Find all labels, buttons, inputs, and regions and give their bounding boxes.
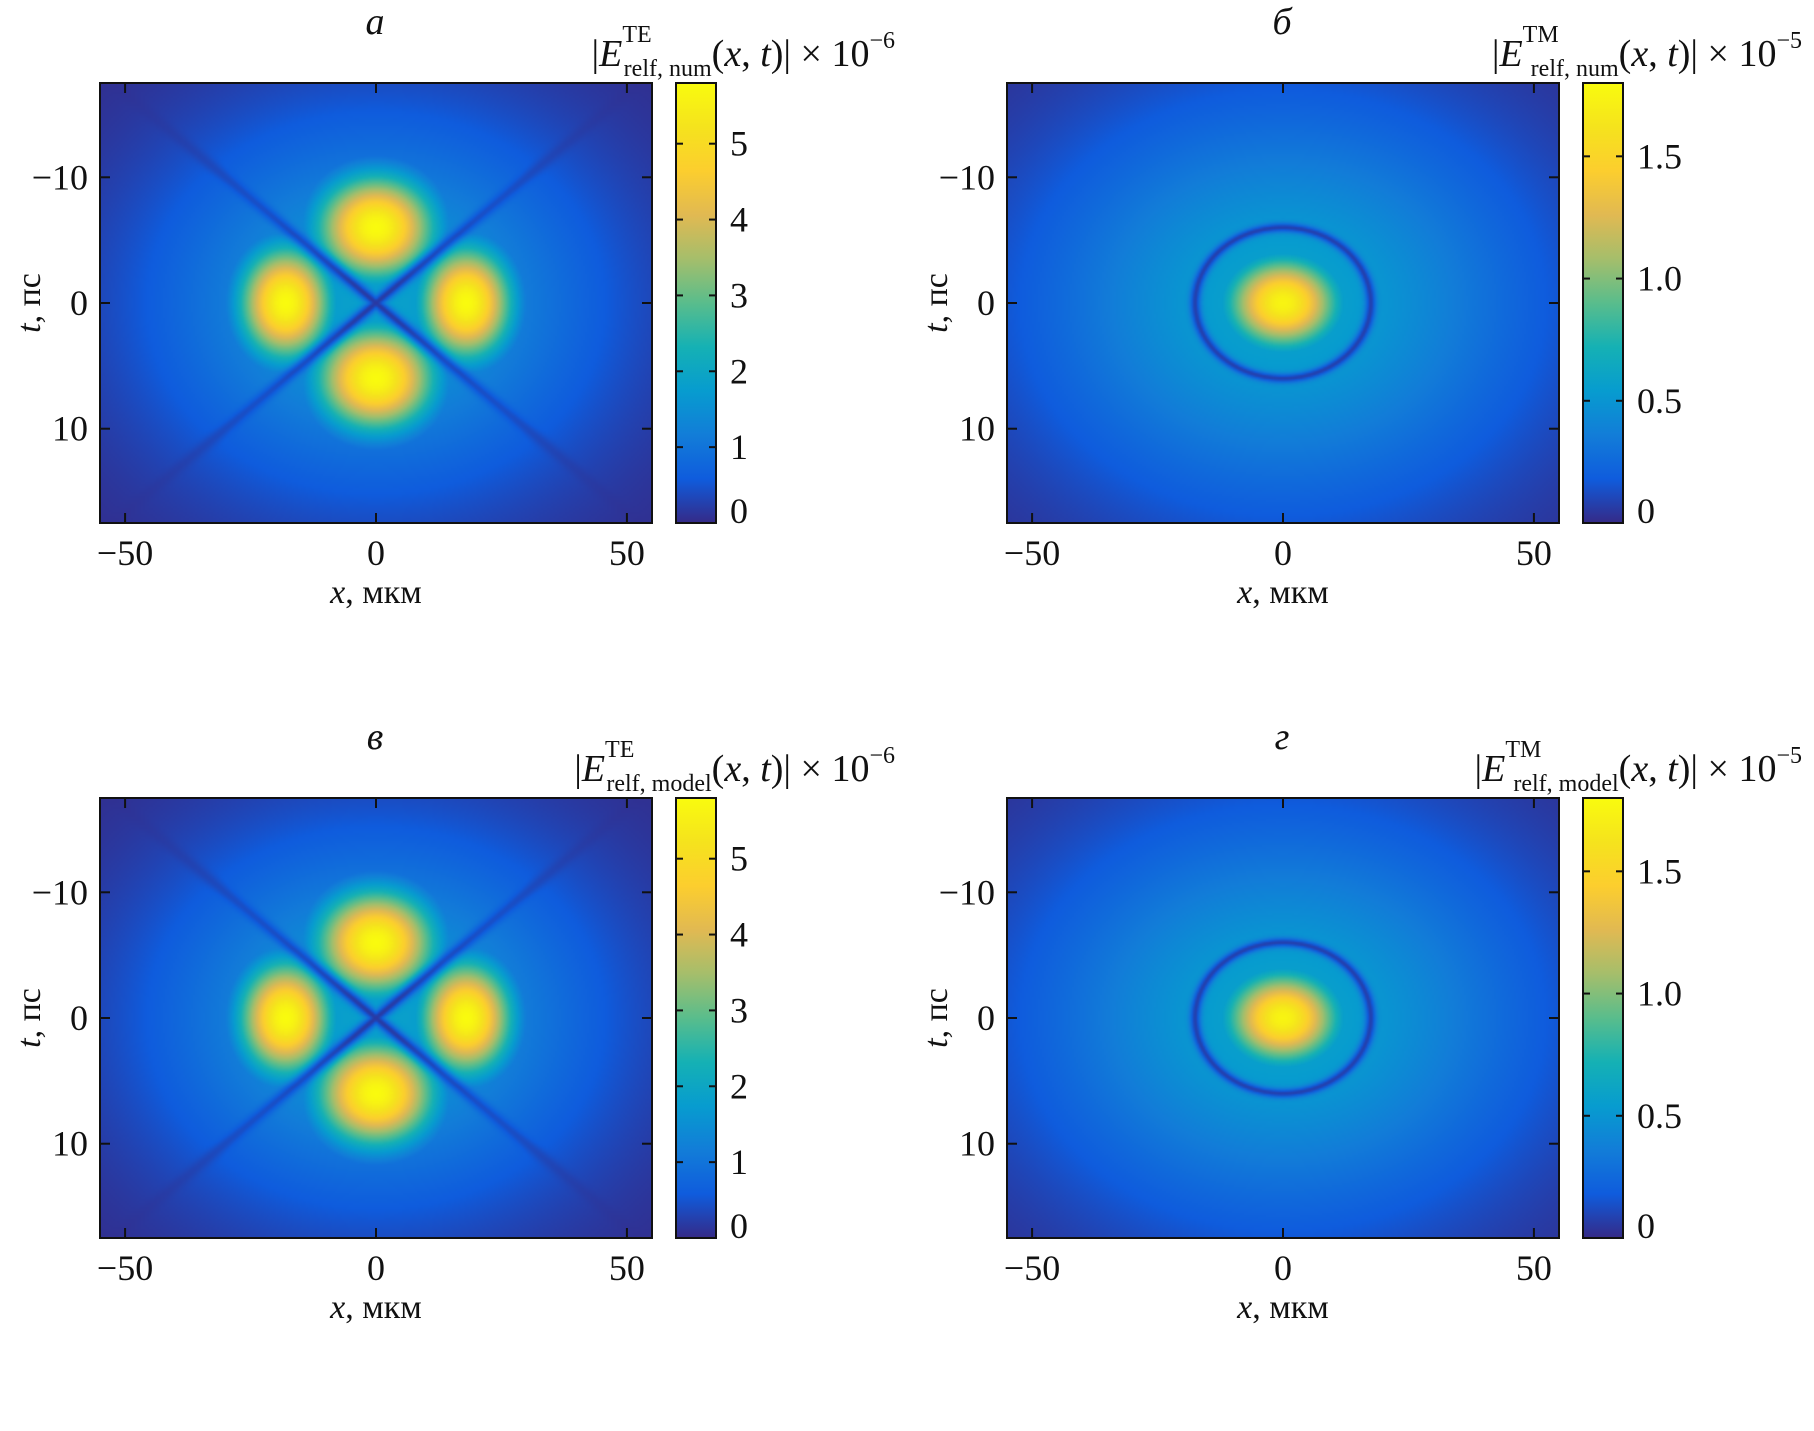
y-tick-label-b: 10 [959, 409, 995, 449]
y-axis-title-g: t, пс [918, 988, 955, 1048]
heatmap-image-g [1007, 798, 1559, 1238]
y-tick-label-a: 10 [52, 409, 88, 449]
y-tick-label-v: −10 [32, 872, 88, 912]
x-axis-title-a: x, мкм [329, 574, 422, 611]
x-axis-title-v: x, мкм [329, 1289, 422, 1326]
y-tick-label-v: 0 [70, 998, 88, 1038]
panel-letter-g: г [1275, 716, 1290, 758]
colorbar-tick-label-a: 0 [730, 491, 748, 531]
y-tick-label-v: 10 [52, 1124, 88, 1164]
chart-a-svg: −50 0 50 −10 0 10 x, мкм t, пс а 0 1 2 3 4 5 |ETE relf, … [11, 1, 895, 611]
x-tick-label-v: −50 [97, 1248, 153, 1288]
panel-letter-a: а [366, 1, 385, 43]
x-tick-label-v: 0 [367, 1248, 385, 1288]
x-axis-title-b: x, мкм [1236, 574, 1329, 611]
x-tick-label-v: 50 [609, 1248, 645, 1288]
x-tick-label-g: 50 [1516, 1248, 1552, 1288]
y-tick-label-a: 0 [70, 283, 88, 323]
x-tick-label-b: 50 [1516, 533, 1552, 573]
colorbar-tick-label-v: 2 [730, 1066, 748, 1106]
x-tick-label-b: 0 [1274, 533, 1292, 573]
colorbar-tick-label-a: 4 [730, 200, 748, 240]
panel-g: −50 0 50 −10 0 10 x, мкм t, пс г 0 0.5 1.0 1.5 |ETM re… [907, 715, 1814, 1430]
y-tick-label-g: 10 [959, 1124, 995, 1164]
y-tick-label-a: −10 [32, 157, 88, 197]
colorbar-tick-label-g: 1.5 [1637, 851, 1682, 891]
panel-v: −50 0 50 −10 0 10 x, мкм t, пс в 0 1 2 3 4 5 |ETE relf, … [0, 715, 907, 1430]
panel-letter-v: в [367, 716, 384, 758]
panel-b: −50 0 50 −10 0 10 x, мкм t, пс б 0 0.5 1.0 1.5 |ETM re… [907, 0, 1814, 715]
x-tick-label-g: −50 [1004, 1248, 1060, 1288]
colorbar-tick-label-g: 0 [1637, 1206, 1655, 1246]
colorbar-v [675, 797, 717, 1239]
colorbar-tick-label-g: 1.0 [1637, 974, 1682, 1014]
y-axis-title-b: t, пс [918, 273, 955, 333]
colorbar-tick-label-v: 1 [730, 1142, 748, 1182]
chart-g-svg: −50 0 50 −10 0 10 x, мкм t, пс г 0 0.5 1.0 1.5 |ETM re… [918, 716, 1802, 1326]
y-tick-label-b: 0 [977, 283, 995, 323]
x-tick-label-a: 0 [367, 533, 385, 573]
y-axis-title-v: t, пс [11, 988, 48, 1048]
chart-b-svg: −50 0 50 −10 0 10 x, мкм t, пс б 0 0.5 1.0 1.5 |ETM re… [918, 1, 1802, 611]
x-tick-label-a: 50 [609, 533, 645, 573]
y-tick-label-g: −10 [939, 872, 995, 912]
panel-a: −50 0 50 −10 0 10 x, мкм t, пс а 0 1 2 3 4 5 |ETE relf, … [0, 0, 907, 715]
colorbar-tick-label-g: 0.5 [1637, 1096, 1682, 1136]
colorbar-g [1582, 797, 1624, 1239]
heatmap-image-b [1007, 83, 1559, 523]
x-tick-label-b: −50 [1004, 533, 1060, 573]
colorbar-tick-label-a: 1 [730, 427, 748, 467]
x-tick-label-a: −50 [97, 533, 153, 573]
colorbar-title-g: |ETM relf, model(x, t)| × 10−5 [1475, 737, 1802, 797]
colorbar-a [675, 82, 717, 524]
heatmap-image-v [100, 798, 652, 1238]
colorbar-title-a: |ETE relf, num(x, t)| × 10−6 [592, 22, 895, 82]
chart-v-svg: −50 0 50 −10 0 10 x, мкм t, пс в 0 1 2 3 4 5 |ETE relf, … [11, 716, 895, 1326]
y-axis-title-a: t, пс [11, 273, 48, 333]
colorbar-title-b: |ETM relf, num(x, t)| × 10−5 [1492, 22, 1802, 82]
colorbar-title-v: |ETE relf, model(x, t)| × 10−6 [574, 737, 895, 797]
panel-letter-b: б [1272, 1, 1293, 43]
heatmap-image-a [100, 83, 652, 523]
y-tick-label-b: −10 [939, 157, 995, 197]
colorbar-tick-label-a: 3 [730, 275, 748, 315]
x-tick-label-g: 0 [1274, 1248, 1292, 1288]
colorbar-tick-label-b: 1.5 [1637, 136, 1682, 176]
colorbar-tick-label-a: 5 [730, 124, 748, 164]
colorbar-tick-label-v: 0 [730, 1206, 748, 1246]
colorbar-b [1582, 82, 1624, 524]
colorbar-tick-label-b: 1.0 [1637, 259, 1682, 299]
x-axis-title-g: x, мкм [1236, 1289, 1329, 1326]
y-tick-label-g: 0 [977, 998, 995, 1038]
colorbar-tick-label-b: 0 [1637, 491, 1655, 531]
colorbar-tick-label-b: 0.5 [1637, 381, 1682, 421]
colorbar-tick-label-v: 5 [730, 839, 748, 879]
colorbar-tick-label-v: 4 [730, 915, 748, 955]
colorbar-tick-label-a: 2 [730, 351, 748, 391]
colorbar-tick-label-v: 3 [730, 990, 748, 1030]
